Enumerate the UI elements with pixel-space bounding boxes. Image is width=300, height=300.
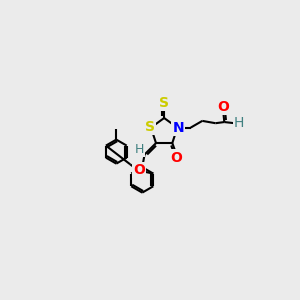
Text: N: N [172,121,184,135]
Text: H: H [234,116,244,130]
Text: O: O [217,100,229,114]
Text: S: S [145,120,155,134]
Text: S: S [159,95,169,110]
Text: H: H [135,143,144,156]
Text: O: O [170,151,182,165]
Text: O: O [134,163,145,177]
